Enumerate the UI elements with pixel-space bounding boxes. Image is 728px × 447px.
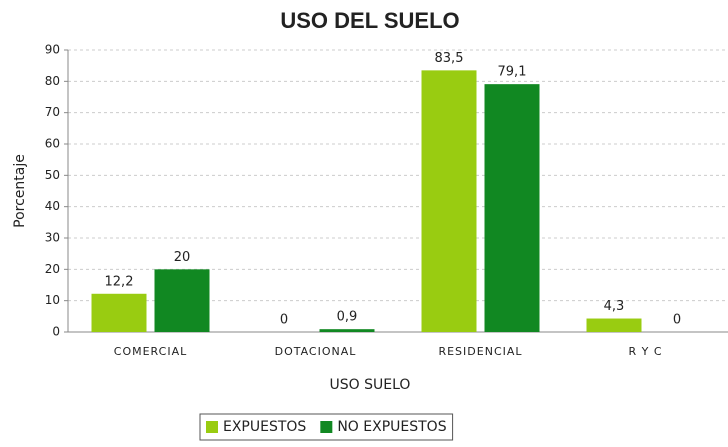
value-label: 20 <box>174 250 191 265</box>
y-tick-label: 20 <box>45 262 60 276</box>
bar <box>154 269 210 332</box>
x-tick-label: DOTACIONAL <box>275 345 357 358</box>
value-label: 0 <box>673 313 681 328</box>
y-tick-label: 50 <box>45 168 60 182</box>
y-tick-label: 60 <box>45 137 60 151</box>
chart-title: USO DEL SUELO <box>280 8 459 33</box>
bar <box>421 70 477 332</box>
legend-swatch <box>320 421 333 433</box>
x-tick-label: COMERCIAL <box>114 345 187 358</box>
value-label: 83,5 <box>435 51 464 66</box>
value-label: 4,3 <box>604 299 625 314</box>
y-tick-label: 80 <box>45 74 60 88</box>
value-label: 79,1 <box>498 65 527 80</box>
x-tick-label: RESIDENCIAL <box>438 345 522 358</box>
bar <box>484 84 540 332</box>
y-tick-label: 0 <box>52 325 60 339</box>
bar <box>319 329 375 332</box>
legend-swatch <box>206 421 218 433</box>
value-label: 12,2 <box>105 274 134 289</box>
y-tick-label: 70 <box>45 105 60 119</box>
value-label: 0,9 <box>337 310 358 325</box>
y-tick-label: 10 <box>45 293 60 307</box>
x-axis-title: USO SUELO <box>330 377 411 393</box>
value-label: 0 <box>280 313 288 328</box>
bar <box>91 293 147 332</box>
bar <box>586 318 642 332</box>
legend-label: NO EXPUESTOS <box>337 419 446 435</box>
y-axis-title: Porcentaje <box>12 154 28 228</box>
y-tick-label: 30 <box>45 231 60 245</box>
x-tick-label: R Y C <box>628 345 662 358</box>
y-tick-label: 90 <box>45 43 60 57</box>
y-tick-label: 40 <box>45 199 60 213</box>
legend-label: EXPUESTOS <box>223 419 306 435</box>
